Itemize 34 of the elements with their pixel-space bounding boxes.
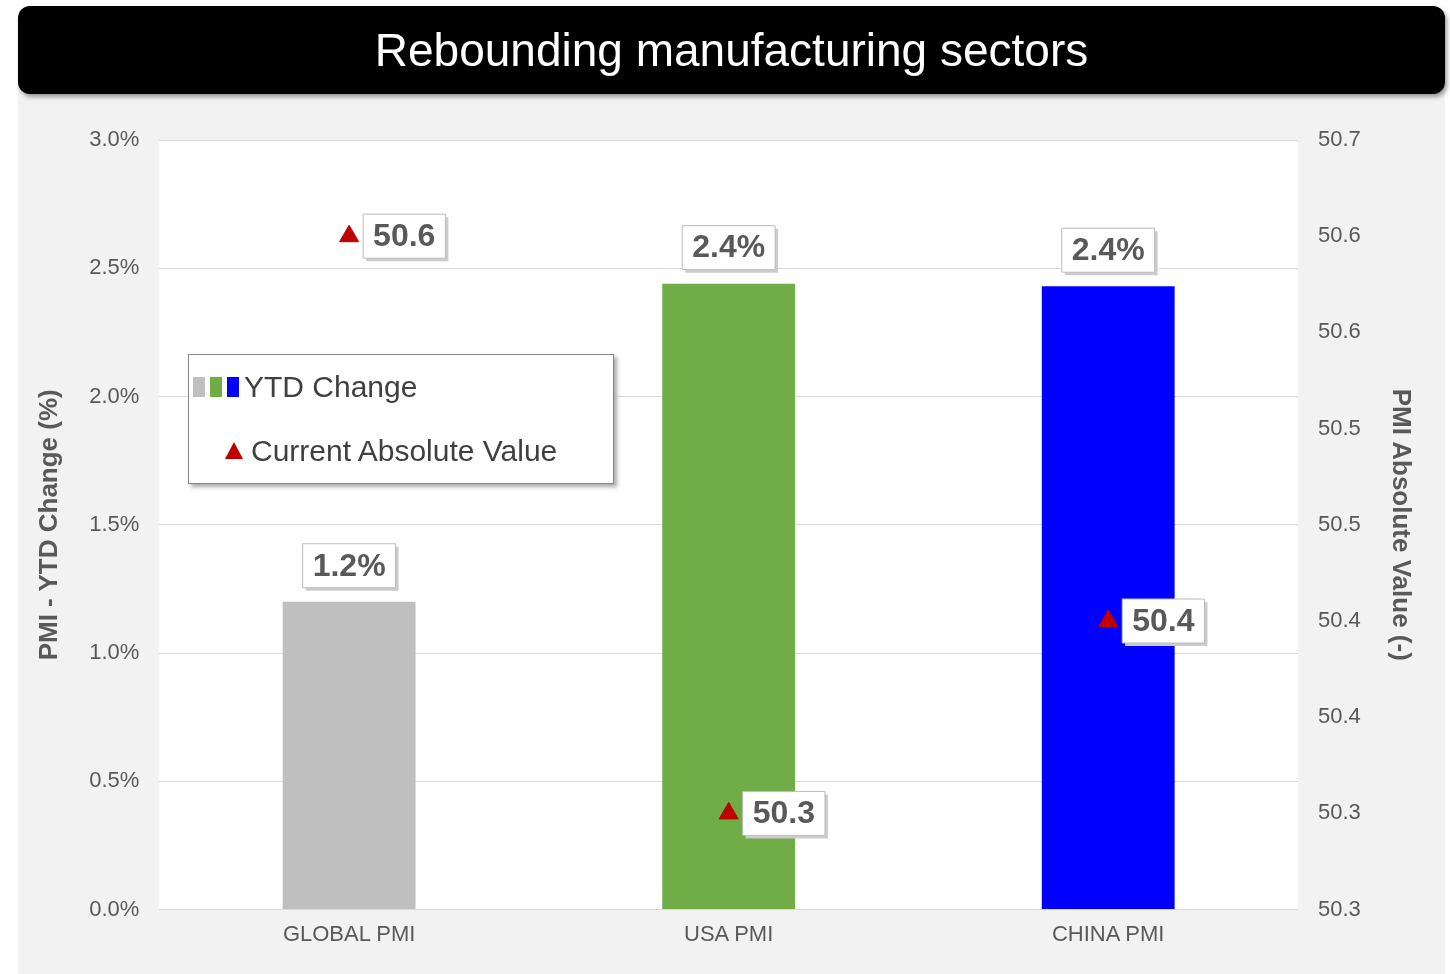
y-tick-label: 2.0% (89, 382, 140, 408)
point (1098, 609, 1119, 627)
y-tick-label: 0.5% (89, 767, 140, 793)
legend-label: YTD Change (244, 370, 418, 404)
y2-tick-label: 50.6 (1317, 222, 1361, 248)
y-tick-label: 1.0% (89, 639, 140, 665)
y-tick-label: 0.0% (89, 895, 140, 921)
x-tick-label: GLOBAL PMI (282, 920, 416, 946)
y-tick-label: 3.0% (89, 126, 140, 152)
y2-tick-label: 50.4 (1317, 703, 1361, 729)
data-label: 2.4% (692, 228, 766, 265)
data-label: 1.2% (312, 546, 386, 583)
x-tick-label: CHINA PMI (1051, 920, 1165, 946)
y-tick-label: 2.5% (89, 254, 140, 280)
chart-title: Rebounding manufacturing sectors (18, 6, 1445, 94)
legend-label: Current Absolute Value (251, 434, 558, 468)
y2-axis-title: PMI Absolute Value (-) (1387, 388, 1418, 661)
y2-tick-label: 50.6 (1317, 318, 1361, 344)
data-label: 50.6 (373, 217, 436, 254)
data-label: 50.3 (752, 794, 815, 831)
point (339, 224, 360, 243)
y2-tick-label: 50.3 (1317, 799, 1361, 825)
y2-tick-label: 50.5 (1317, 510, 1361, 536)
y2-tick-label: 50.7 (1317, 126, 1361, 152)
data-label: 50.4 (1132, 601, 1195, 638)
x-tick-label: USA PMI (684, 920, 774, 946)
y2-tick-label: 50.3 (1317, 895, 1361, 921)
y-tick-label: 1.5% (89, 510, 140, 536)
point (718, 801, 739, 820)
y2-tick-label: 50.4 (1317, 607, 1361, 633)
y-axis-title: PMI - YTD Change (%) (32, 389, 63, 661)
data-label: 2.4% (1071, 231, 1145, 268)
bar (282, 601, 416, 910)
y2-tick-label: 50.5 (1317, 414, 1361, 440)
